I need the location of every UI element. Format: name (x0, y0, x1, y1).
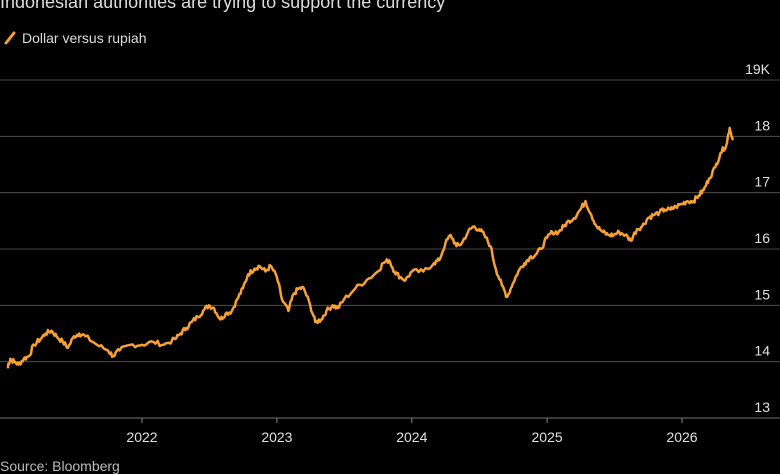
y-tick-label: 16 (754, 230, 770, 246)
y-tick-label: 17 (754, 174, 770, 190)
x-tick-label: 2022 (126, 429, 157, 445)
y-tick-label: 15 (754, 286, 770, 302)
y-tick-label: 13 (754, 399, 770, 415)
legend: Dollar versus rupiah (4, 30, 147, 46)
y-tick-label: 18 (754, 117, 770, 133)
chart-title: Indonesian authorities are trying to sup… (0, 0, 446, 12)
y-tick-label: 14 (754, 343, 770, 359)
legend-swatch-icon (4, 31, 16, 45)
x-tick-label: 2025 (532, 429, 563, 445)
legend-label: Dollar versus rupiah (22, 30, 147, 46)
x-tick-label: 2026 (666, 429, 697, 445)
source-note: Source: Bloomberg (0, 458, 120, 474)
x-tick-label: 2023 (261, 429, 292, 445)
series-line-dollar-rupiah (6, 126, 734, 369)
y-tick-label: 19K (745, 61, 771, 77)
x-tick-label: 2024 (396, 429, 427, 445)
